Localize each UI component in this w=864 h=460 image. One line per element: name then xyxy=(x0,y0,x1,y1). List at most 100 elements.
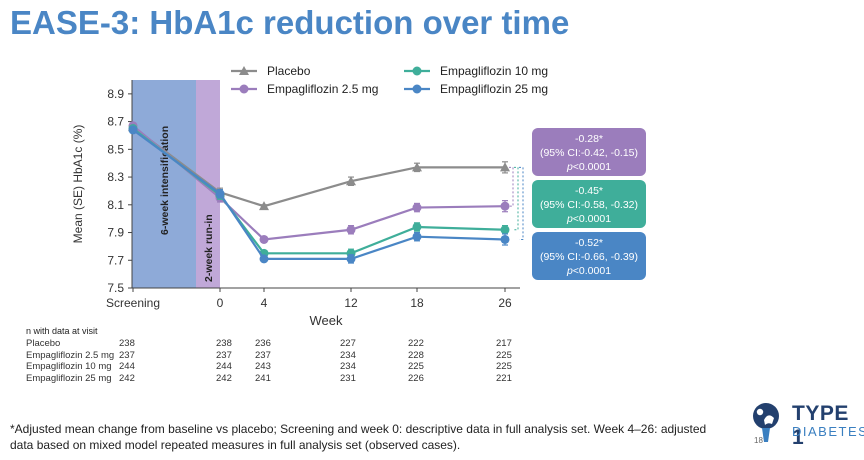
n-table-cell: 234 xyxy=(340,349,356,361)
legend-label: Placebo xyxy=(267,64,311,78)
data-point-marker xyxy=(412,203,422,213)
annotation-p-prefix: p xyxy=(566,213,573,225)
n-table-row-label: Empagliflozin 2.5 mg xyxy=(26,349,115,361)
n-table-cell: 242 xyxy=(119,372,135,384)
x-axis-label: Week xyxy=(310,313,343,328)
series-line-0 xyxy=(132,126,505,208)
annotation-p-prefix: p xyxy=(566,161,573,173)
annotation-p: p<0.0001 xyxy=(566,213,611,225)
legend-label: Empagliflozin 10 mg xyxy=(440,64,548,78)
x-tick-label: Screening xyxy=(106,296,160,310)
n-table-row-label: Placebo xyxy=(26,338,61,349)
n-table-cell: 237 xyxy=(216,349,232,361)
data-point-marker xyxy=(412,232,422,242)
logo-line1: TYPE 1 xyxy=(792,402,849,449)
x-tick-label: 18 xyxy=(410,296,424,310)
y-tick-label: 8.1 xyxy=(107,198,124,212)
y-tick-label: 8.3 xyxy=(107,170,124,184)
data-point-marker xyxy=(128,125,138,135)
annotation-ci: (95% CI:-0.66, -0.39) xyxy=(540,251,638,263)
data-point-marker xyxy=(346,225,356,235)
legend-marker xyxy=(239,84,249,94)
n-table-cell: 237 xyxy=(255,349,271,361)
n-table-cell: 227 xyxy=(340,338,356,349)
n-table-cell: 225 xyxy=(408,361,424,372)
x-tick-label: 12 xyxy=(344,296,358,310)
y-tick-label: 8.7 xyxy=(107,115,124,129)
annotation-box xyxy=(532,128,646,176)
n-table-cell: 226 xyxy=(408,372,424,384)
annotation-diff: -0.45* xyxy=(575,185,603,197)
data-point-marker xyxy=(346,176,356,186)
annotation-p-value: <0.0001 xyxy=(573,161,611,173)
n-table-cell: 244 xyxy=(216,361,232,372)
data-point-marker xyxy=(259,201,269,211)
n-table-cell: 243 xyxy=(255,361,271,372)
y-tick-label: 8.9 xyxy=(107,87,124,101)
y-tick-label: 7.9 xyxy=(107,226,124,240)
x-tick-label: 26 xyxy=(498,296,512,310)
data-point-marker xyxy=(412,162,422,172)
annotation-diff: -0.52* xyxy=(575,237,603,249)
n-table-cell: 238 xyxy=(119,338,135,349)
legend-marker xyxy=(412,84,422,94)
x-tick-label: 0 xyxy=(217,296,224,310)
series-line-3 xyxy=(132,129,506,260)
y-tick-label: 8.5 xyxy=(107,142,124,156)
data-point-marker xyxy=(500,234,510,244)
x-tick-label: 4 xyxy=(261,296,268,310)
n-table-cell: 225 xyxy=(496,361,512,372)
y-axis-label: Mean (SE) HbA1c (%) xyxy=(71,125,85,244)
phase-band-intensification xyxy=(132,80,196,288)
n-table-row-label: Empagliflozin 25 mg xyxy=(26,372,112,384)
comparison-bracket xyxy=(519,166,524,240)
data-point-marker xyxy=(259,234,269,244)
phase-label-run-in: 2-week run-in xyxy=(203,214,215,282)
data-point-marker xyxy=(500,162,510,172)
comparison-bracket xyxy=(514,166,519,231)
n-table-cell: 228 xyxy=(408,349,424,361)
legend-label: Empagliflozin 25 mg xyxy=(440,82,548,96)
data-point-marker xyxy=(259,254,269,264)
data-point-marker xyxy=(412,222,422,232)
annotation-box xyxy=(532,180,646,228)
series-line-1 xyxy=(132,124,506,241)
annotation-ci: (95% CI:-0.58, -0.32) xyxy=(540,199,638,211)
annotation-p-prefix: p xyxy=(566,265,573,277)
n-table-cell: 217 xyxy=(496,338,512,349)
comparison-bracket xyxy=(509,166,514,207)
annotation-diff: -0.28* xyxy=(575,133,603,145)
n-table-cell: 234 xyxy=(340,361,356,372)
page-title: EASE-3: HbA1c reduction over time xyxy=(10,4,570,41)
n-table-heading: n with data at visit xyxy=(26,326,98,336)
n-table-cell: 221 xyxy=(496,372,512,384)
n-table-cell: 225 xyxy=(496,349,512,361)
n-table-cell: 238 xyxy=(216,338,232,349)
legend-label: Empagliflozin 2.5 mg xyxy=(267,82,378,96)
annotation-p-value: <0.0001 xyxy=(573,265,611,277)
n-table-cell: 242 xyxy=(216,372,232,384)
phase-label-intensification: 6-week intensification xyxy=(159,126,171,235)
n-table-cell: 222 xyxy=(408,338,424,349)
n-table-row-label: Empagliflozin 10 mg xyxy=(26,361,112,372)
n-table-cell: 241 xyxy=(255,372,271,384)
data-point-marker xyxy=(500,201,510,211)
hba1c-line-chart: 6-week intensification 2-week run-in 7.5 7.… xyxy=(71,64,646,328)
data-point-marker xyxy=(215,189,225,199)
logo-line2: DIABETES xyxy=(792,424,864,439)
legend-marker xyxy=(239,66,249,75)
annotation-ci: (95% CI:-0.42, -0.15) xyxy=(540,147,638,159)
logo-figure-icon xyxy=(753,403,779,442)
legend-marker xyxy=(412,66,422,76)
data-point-marker xyxy=(500,225,510,235)
y-tick-label: 7.5 xyxy=(107,281,124,295)
annotation-box xyxy=(532,232,646,280)
page-number: 18 xyxy=(754,436,763,445)
y-tick-label: 7.7 xyxy=(107,253,124,267)
annotation-p: p<0.0001 xyxy=(566,265,611,277)
footnote: *Adjusted mean change from baseline vs p… xyxy=(10,422,707,452)
n-table-cell: 244 xyxy=(119,361,135,372)
annotation-p-value: <0.0001 xyxy=(573,213,611,225)
annotation-p: p<0.0001 xyxy=(566,161,611,173)
data-point-marker xyxy=(346,254,356,264)
